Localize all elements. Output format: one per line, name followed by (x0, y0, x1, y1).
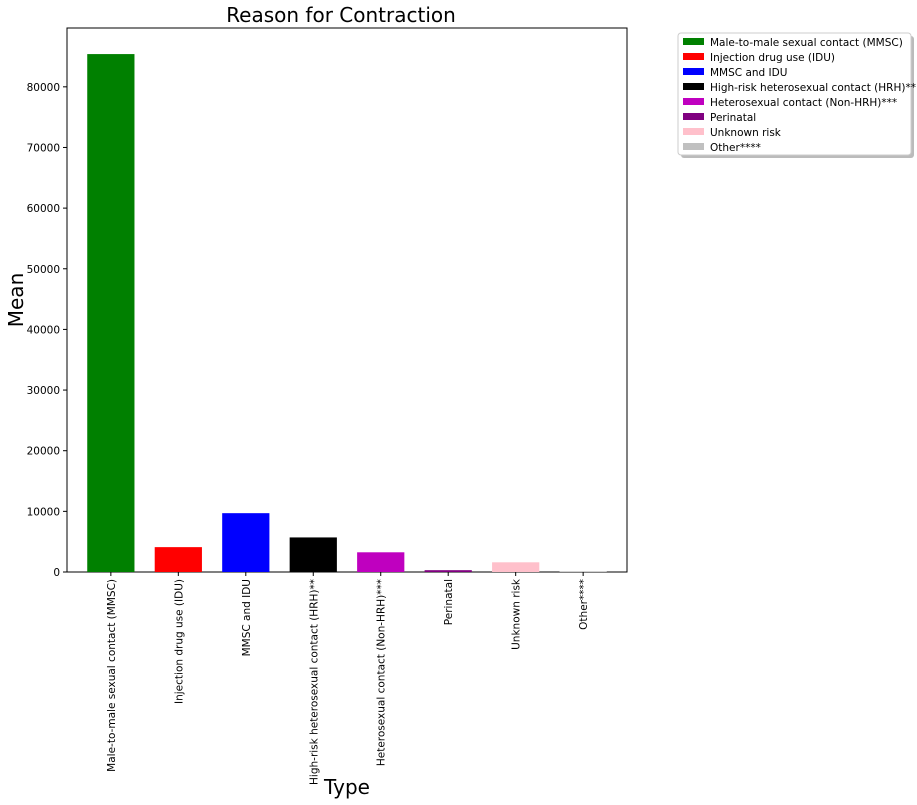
legend-swatch-6 (683, 128, 704, 135)
bars-group (87, 54, 607, 572)
x-tick-label-1: Injection drug use (IDU) (173, 579, 185, 704)
x-tick-label-5: Perinatal (443, 579, 455, 625)
y-tick-label-4: 40000 (27, 324, 60, 336)
legend-label-3: High-risk heterosexual contact (HRH)** (710, 82, 916, 94)
bar-5 (424, 570, 472, 572)
x-tick-label-4: Heterosexual contact (Non-HRH)*** (376, 579, 388, 766)
bar-3 (289, 537, 337, 572)
y-tick-label-1: 10000 (27, 506, 60, 518)
legend: Male-to-male sexual contact (MMSC) Inject… (677, 32, 916, 158)
legend-label-1: Injection drug use (IDU) (710, 52, 835, 64)
legend-label-7: Other**** (710, 142, 761, 154)
bar-2 (222, 513, 270, 572)
legend-box (677, 32, 912, 156)
legend-swatch-3 (683, 83, 704, 90)
y-tick-label-2: 20000 (27, 446, 60, 458)
legend-label-0: Male-to-male sexual contact (MMSC) (710, 37, 903, 49)
bar-7 (559, 571, 607, 572)
legend-label-6: Unknown risk (710, 127, 782, 139)
x-tick-label-3: High-risk heterosexual contact (HRH)** (308, 579, 320, 785)
legend-label-4: Heterosexual contact (Non-HRH)*** (710, 97, 897, 109)
bar-0 (87, 54, 135, 572)
legend-swatch-1 (683, 53, 704, 60)
x-axis-title: Type (323, 775, 370, 799)
y-tick-label-5: 50000 (27, 264, 60, 276)
chart-title: Reason for Contraction (226, 3, 456, 27)
x-tick-label-2: MMSC and IDU (241, 579, 253, 656)
legend-swatch-4 (683, 98, 704, 105)
bar-6 (492, 562, 540, 572)
x-axis: Male-to-male sexual contact (MMSC) Inject… (106, 572, 590, 785)
bar-4 (357, 552, 405, 572)
legend-label-2: MMSC and IDU (710, 67, 787, 79)
y-tick-label-3: 30000 (27, 385, 60, 397)
y-tick-label-7: 70000 (27, 142, 60, 154)
y-tick-label-8: 80000 (27, 82, 60, 94)
legend-swatch-5 (683, 113, 704, 120)
y-tick-label-0: 0 (53, 567, 60, 579)
x-tick-label-7: Other**** (578, 579, 590, 630)
y-axis-title: Mean (4, 273, 28, 328)
plot-area (66, 27, 628, 573)
legend-swatch-0 (683, 38, 704, 45)
legend-swatch-7 (683, 143, 704, 150)
x-tick-label-0: Male-to-male sexual contact (MMSC) (106, 579, 118, 772)
x-tick-label-6: Unknown risk (511, 578, 523, 650)
bar-1 (154, 547, 202, 572)
y-tick-label-6: 60000 (27, 203, 60, 215)
legend-label-5: Perinatal (710, 112, 756, 124)
y-axis: 0 10000 20000 30000 40000 50000 60000 70000 8000… (27, 82, 67, 579)
legend-swatch-2 (683, 68, 704, 75)
